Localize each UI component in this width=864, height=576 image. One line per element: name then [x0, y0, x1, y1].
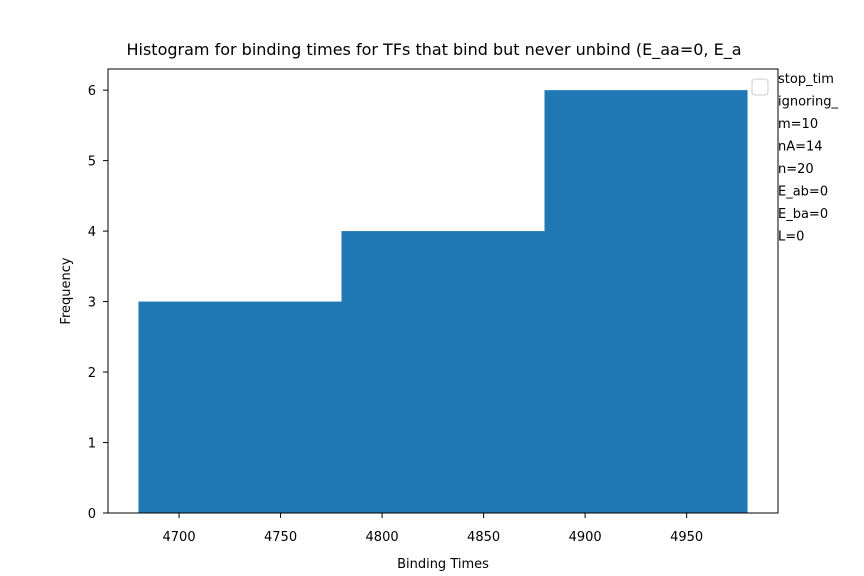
histogram-bar-2: [341, 231, 545, 513]
y-tick-label: 3: [88, 296, 96, 311]
plot-frame: [107, 68, 779, 514]
x-axis-ticks: 4700 4750 4800 4850 4900 4950: [163, 513, 703, 545]
y-tick-label: 1: [88, 437, 96, 452]
x-tick-label: 4900: [569, 530, 602, 545]
legend-annotation-line: ignoring_: [778, 95, 839, 110]
x-tick-label: 4750: [264, 530, 297, 545]
chart-title: Histogram for binding times for TFs that…: [126, 40, 741, 60]
x-tick-label: 4850: [467, 530, 500, 545]
y-axis-label: Frequency: [59, 257, 74, 324]
x-axis-label: Binding Times: [397, 557, 489, 572]
legend-annotation-line: m=10: [778, 117, 818, 132]
y-axis-ticks: 0 1 2 3 4 5 6: [88, 84, 108, 522]
legend-annotation-line: nA=14: [778, 140, 823, 155]
y-tick-label: 5: [88, 155, 96, 170]
histogram-bar-1: [138, 301, 342, 513]
bars-group: [138, 90, 748, 514]
legend-annotations: stop_tim ignoring_ m=10 nA=14 n=20 E_ab=0 E_ba…: [778, 72, 839, 245]
legend-annotation-line: stop_tim: [778, 72, 834, 87]
legend-annotation-line: E_ba=0: [778, 207, 828, 222]
legend-annotation-line: E_ab=0: [778, 185, 828, 200]
legend-annotation-line: n=20: [778, 162, 814, 177]
x-tick-label: 4950: [670, 530, 703, 545]
legend-box: [751, 78, 769, 96]
y-tick-label: 6: [88, 84, 96, 99]
y-tick-label: 0: [88, 507, 96, 522]
y-tick-label: 4: [88, 225, 96, 240]
histogram-bar-3: [544, 90, 748, 514]
y-tick-label: 2: [88, 366, 96, 381]
legend-annotation-line: L=0: [778, 230, 804, 245]
x-tick-label: 4700: [163, 530, 196, 545]
x-tick-label: 4800: [366, 530, 399, 545]
